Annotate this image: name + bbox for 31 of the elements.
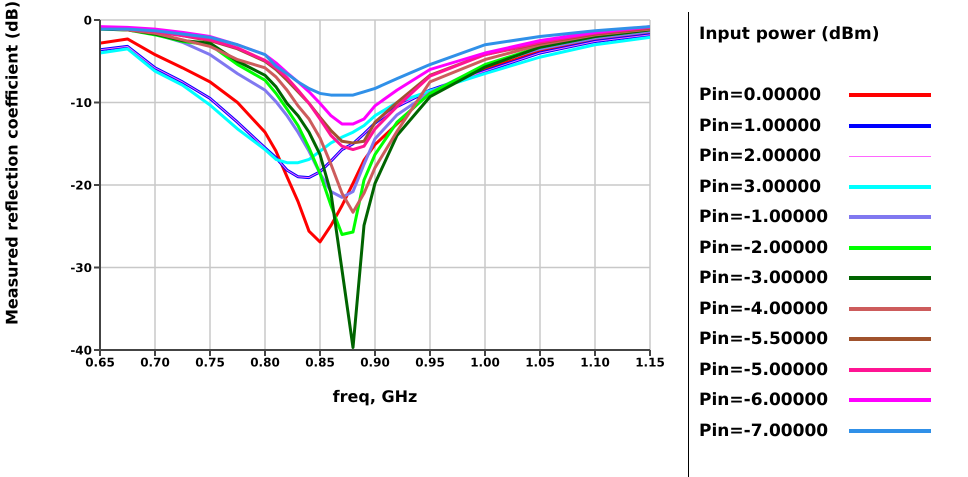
legend-label: Pin=-7.00000 — [699, 420, 830, 441]
x-tick-label: 0.65 — [85, 356, 115, 370]
legend-label: Pin=-2.00000 — [699, 238, 830, 258]
legend-label: Pin=-5.50000 — [699, 329, 830, 350]
x-tick-label: 0.80 — [250, 356, 280, 370]
y-tick-label: 0 — [84, 13, 92, 28]
legend-label: Pin=-6.00000 — [699, 390, 830, 410]
x-tick-label: 0.70 — [140, 356, 170, 370]
legend-label: Pin=-5.00000 — [699, 360, 830, 380]
y-tick-label: -10 — [70, 96, 92, 110]
legend-title: Input power (dBm) — [699, 24, 881, 44]
legend-label: Pin=0.00000 — [699, 85, 822, 106]
legend-label: Pin=-1.00000 — [699, 207, 830, 228]
y-axis-title: Measured reflection coefficient (dB) — [2, 0, 22, 325]
legend-label: Pin=3.00000 — [699, 176, 822, 197]
y-tick-label: -30 — [70, 260, 92, 275]
x-tick-label: 0.75 — [195, 356, 225, 370]
x-tick-label: 0.85 — [305, 356, 335, 370]
y-tick-label: -20 — [70, 178, 92, 192]
x-tick-label: 0.90 — [360, 356, 390, 370]
x-tick-label: 1.15 — [635, 356, 665, 370]
x-tick-label: 1.05 — [525, 356, 555, 370]
x-axis-title: freq, GHz — [332, 387, 418, 406]
y-tick-label: -40 — [70, 343, 92, 358]
legend-label: Pin=-3.00000 — [699, 268, 830, 288]
x-tick-label: 1.10 — [580, 356, 610, 370]
x-tick-label: 1.00 — [470, 356, 500, 370]
legend-label: Pin=1.00000 — [699, 116, 822, 136]
legend-label: Pin=-4.00000 — [699, 298, 830, 319]
x-tick-label: 0.95 — [415, 356, 445, 370]
legend-label: Pin=2.00000 — [699, 146, 822, 166]
